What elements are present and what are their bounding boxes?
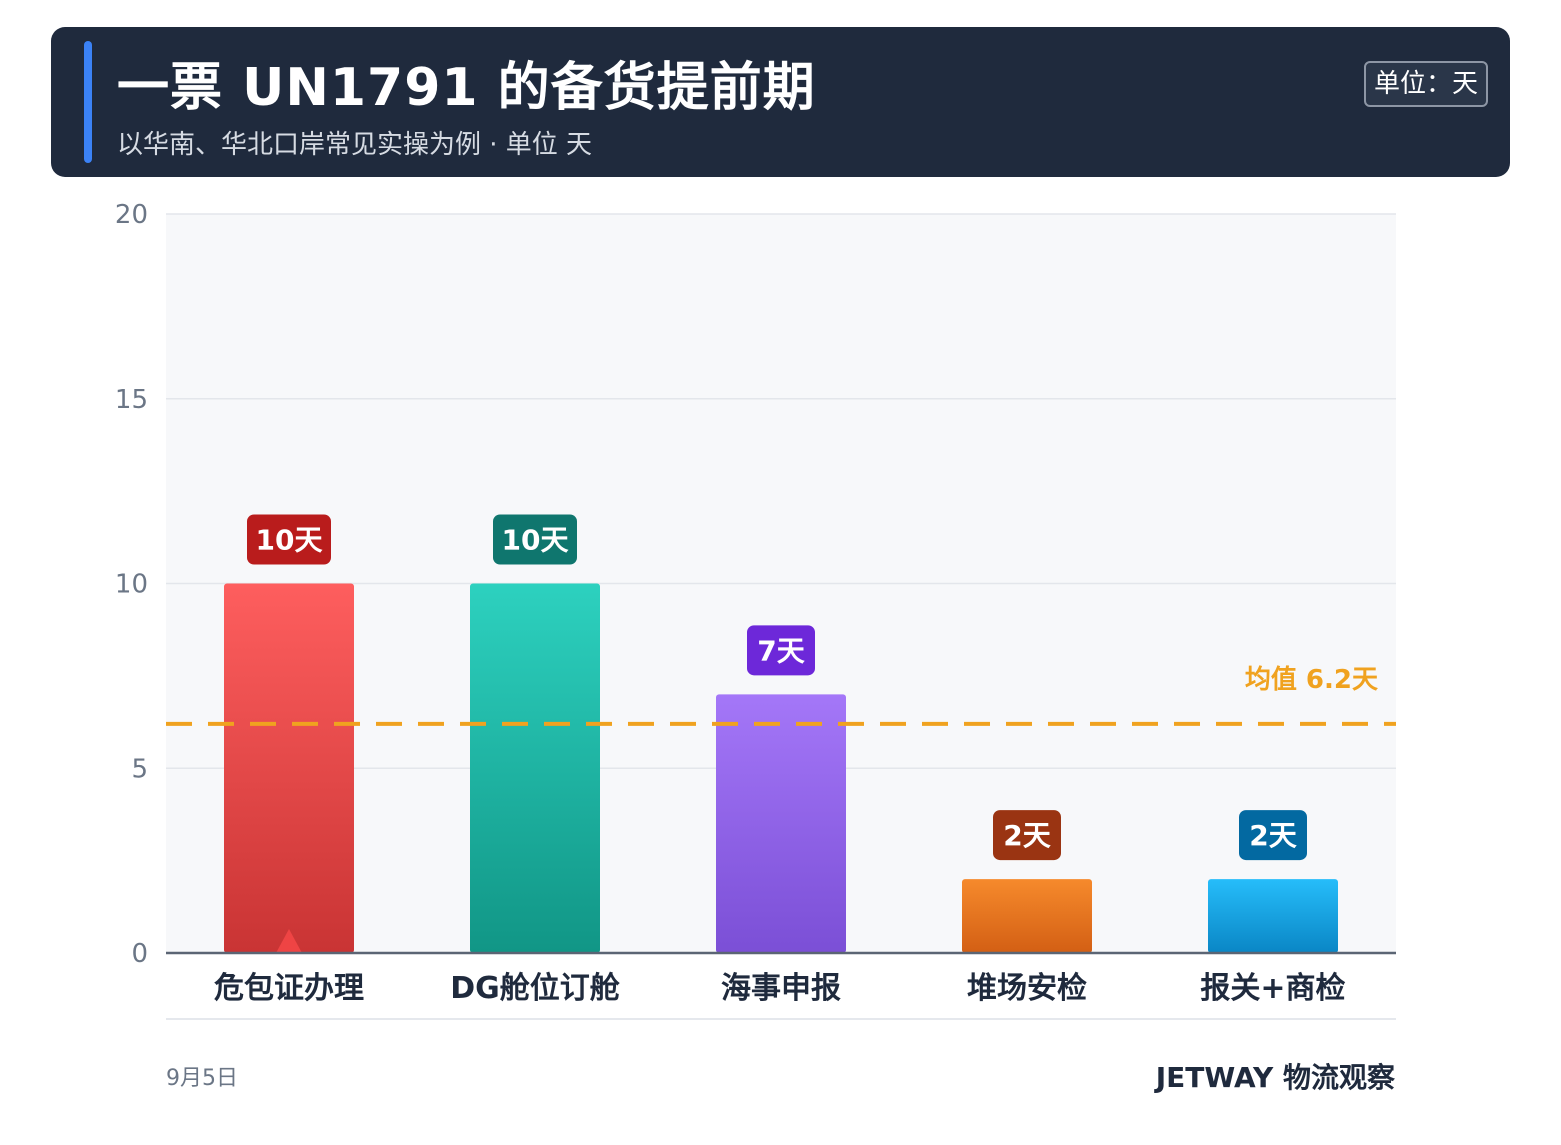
mean-label: 均值 6.2天: [1245, 665, 1378, 695]
x-tick-label: 危包证办理: [214, 971, 364, 1006]
data-label: 10天: [502, 524, 569, 557]
y-tick-label: 0: [131, 939, 148, 969]
data-label-badge: [247, 514, 331, 565]
footer-brand: JETWAY 物流观察: [1155, 1061, 1395, 1094]
data-label: 7天: [757, 634, 804, 667]
x-tick-label: DG舱位订舱: [450, 971, 621, 1006]
header-accent-bar: [84, 41, 92, 163]
data-label-badge: [493, 514, 577, 565]
data-label-badge: [747, 625, 815, 676]
y-tick-label: 5: [131, 754, 148, 784]
bar: [716, 694, 846, 953]
data-label: 2天: [1003, 819, 1050, 852]
chart-subtitle: 以华南、华北口岸常见实操为例 · 单位 天: [117, 130, 593, 160]
data-label: 10天: [256, 524, 323, 557]
y-tick-label: 10: [115, 570, 148, 600]
x-tick-label: 堆场安检: [967, 971, 1087, 1006]
footer-divider: [166, 1018, 1396, 1020]
data-label: 2天: [1249, 819, 1296, 852]
bar: [1208, 879, 1338, 953]
data-label-badge: [1239, 810, 1307, 861]
chart-title: 一票 UN1791 的备货提前期: [117, 58, 816, 118]
bar: [224, 583, 354, 953]
unit-badge: 单位：天: [1363, 61, 1488, 107]
data-label-badge: [993, 810, 1061, 861]
y-tick-label: 15: [115, 385, 148, 415]
header-banner: 一票 UN1791 的备货提前期 以华南、华北口岸常见实操为例 · 单位 天 单…: [51, 27, 1510, 177]
x-tick-label: 报关+商检: [1200, 971, 1345, 1006]
bar: [470, 583, 600, 953]
y-tick-label: 20: [115, 200, 148, 230]
x-tick-label: 海事申报: [721, 971, 841, 1006]
bar: [962, 879, 1092, 953]
footer-date: 9月5日: [166, 1066, 238, 1091]
highlight-marker: [276, 929, 302, 953]
